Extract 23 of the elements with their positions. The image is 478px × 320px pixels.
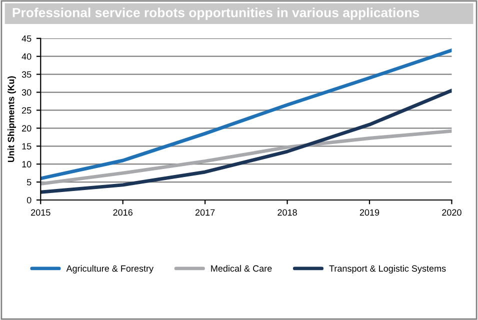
legend-label: Medical & Care [211,265,272,272]
x-tick-label: 2018 [278,209,297,216]
y-tick-label: 15 [22,143,32,150]
x-tick-label: 2016 [113,209,132,216]
x-tick-label: 2017 [195,209,215,216]
y-axis-title: Unit Shipments (Ku) [8,76,16,162]
y-tick-label: 40 [22,53,32,60]
legend-label: Agriculture & Forestry [66,265,154,274]
x-tick-label: 2019 [360,209,380,216]
legend-label: Transport & Logistic Systems [329,265,446,274]
y-tick-label: 25 [22,107,32,114]
y-tick-label: 45 [22,35,32,42]
y-tick-label: 0 [26,196,32,204]
x-tick-label: 2020 [442,209,462,216]
y-tick-label: 35 [22,71,32,78]
y-tick-label: 30 [22,89,32,96]
x-tick-label: 2015 [31,209,50,216]
y-tick-label: 5 [26,179,32,186]
line-series [40,48,452,180]
y-tick-label: 10 [22,161,32,168]
y-tick-label: 20 [22,125,32,132]
line-series [40,88,452,194]
line-series [40,129,452,186]
